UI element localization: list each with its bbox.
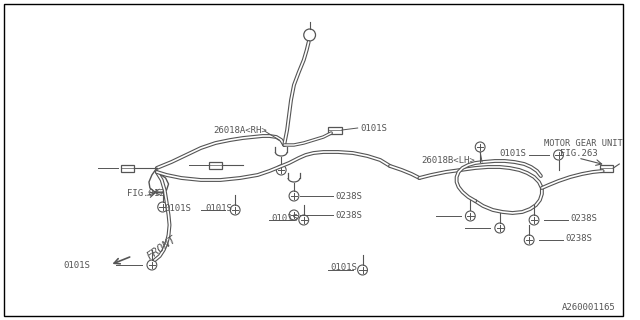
Text: FIG.263: FIG.263 [561, 148, 598, 157]
Text: 0238S: 0238S [570, 213, 597, 222]
Text: 0101S: 0101S [271, 213, 298, 222]
Text: A260001165: A260001165 [562, 303, 616, 312]
Text: 0101S: 0101S [330, 263, 357, 273]
Text: 0238S: 0238S [335, 211, 362, 220]
Text: 0101S: 0101S [206, 204, 233, 212]
Text: 0101S: 0101S [164, 204, 191, 212]
Bar [120, 164, 134, 172]
Bar [328, 126, 342, 133]
Text: FRONT: FRONT [145, 234, 179, 262]
Text: 0238S: 0238S [335, 191, 362, 201]
Bar [600, 164, 613, 172]
Text: MOTOR GEAR UNIT: MOTOR GEAR UNIT [544, 139, 623, 148]
Text: 26018A<RH>: 26018A<RH> [214, 125, 268, 134]
Text: 0101S: 0101S [360, 124, 387, 132]
Bar [209, 162, 223, 169]
Text: 0101S: 0101S [64, 260, 91, 269]
Text: 0238S: 0238S [565, 234, 592, 243]
Text: 0101S: 0101S [500, 148, 527, 157]
Text: FIG.812: FIG.812 [127, 188, 165, 197]
Text: 26018B<LH>: 26018B<LH> [421, 156, 475, 164]
